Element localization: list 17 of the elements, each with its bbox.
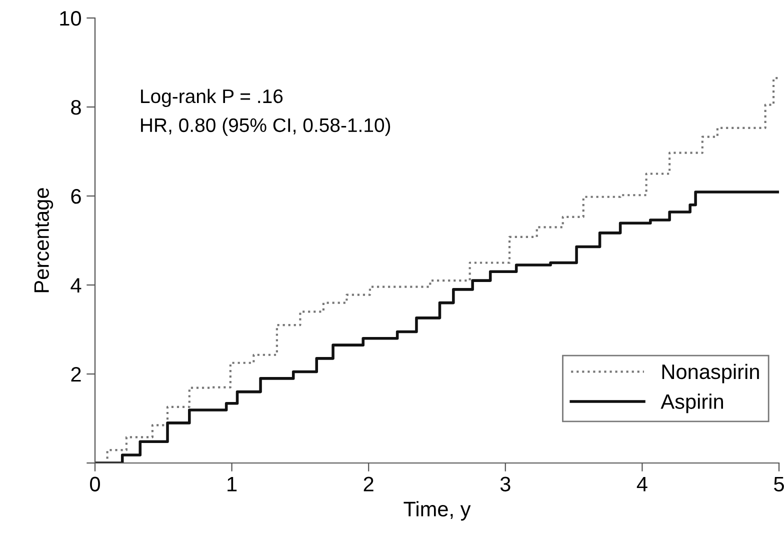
y-tick-label: 4 (70, 278, 82, 293)
y-tick-label: 8 (71, 100, 81, 115)
x-axis-title: Time, y (404, 501, 471, 521)
y-tick-label: 10 (60, 11, 81, 26)
annotation: Log-rank P = .16 (141, 88, 283, 107)
legend-label: Aspirin (660, 394, 723, 414)
y-axis-title: Percentage (34, 188, 54, 292)
y-tick-label: 6 (71, 189, 81, 204)
legend-label: Nonaspirin (662, 364, 759, 384)
x-tick-label: 1 (228, 476, 237, 492)
x-tick-label: 2 (364, 476, 374, 492)
x-tick-label: 0 (90, 476, 100, 492)
annotation: HR, 0.80 (95% CI, 0.58-1.10) (141, 118, 390, 136)
x-tick-label: 5 (774, 476, 784, 492)
x-tick-label: 4 (636, 476, 648, 492)
x-tick-label: 3 (500, 476, 510, 492)
y-tick-label: 2 (71, 367, 81, 382)
